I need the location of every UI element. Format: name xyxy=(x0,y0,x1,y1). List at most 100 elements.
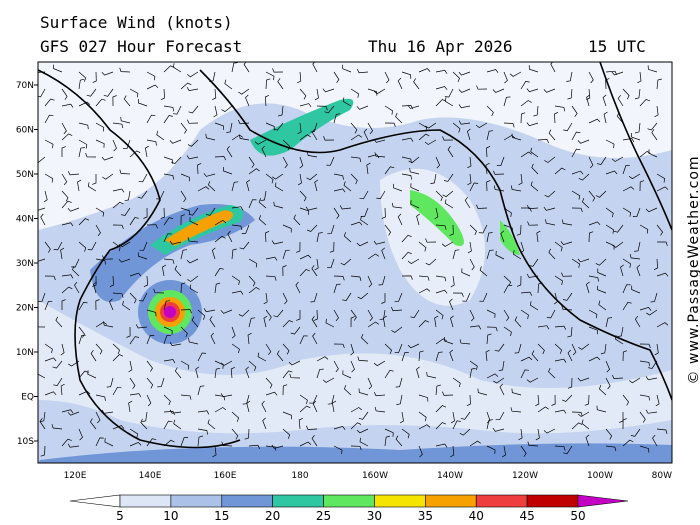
wind-barb xyxy=(180,360,190,370)
wind-barb xyxy=(486,326,498,332)
wind-barb xyxy=(622,138,635,143)
wind-barb xyxy=(78,139,88,149)
wind-barb xyxy=(537,343,545,355)
wind-barb xyxy=(537,139,550,144)
wind-barb xyxy=(90,349,97,362)
wind-barb xyxy=(602,94,607,107)
wind-barb xyxy=(395,112,403,124)
wind-barb xyxy=(44,357,57,362)
wind-barb xyxy=(237,119,250,125)
wind-barb xyxy=(146,438,157,447)
wind-barb xyxy=(128,360,133,373)
colorbar-label: 10 xyxy=(163,509,178,523)
wind-barb xyxy=(121,207,131,216)
wind-barb xyxy=(322,377,335,383)
wind-barb xyxy=(119,169,131,175)
wind-barb xyxy=(248,156,255,168)
wind-barb xyxy=(653,258,658,271)
wind-barb xyxy=(407,104,420,109)
wind-barb xyxy=(278,105,284,117)
wind-barb xyxy=(95,122,105,132)
wind-barb xyxy=(442,190,454,198)
wind-barb xyxy=(78,147,85,158)
wind-barb xyxy=(357,292,369,300)
wind-barb xyxy=(163,300,171,311)
wind-barb xyxy=(282,370,293,379)
wind-barb xyxy=(588,221,601,226)
wind-barb xyxy=(290,326,301,335)
wind-barb xyxy=(634,88,641,100)
wind-barb xyxy=(248,258,258,268)
wind-barb xyxy=(358,388,369,396)
wind-barb xyxy=(605,360,611,373)
wind-barb xyxy=(656,173,666,183)
colorbar-segment xyxy=(272,494,324,508)
wind-barb xyxy=(333,309,339,322)
wind-barb xyxy=(343,232,352,243)
wind-barb xyxy=(527,441,539,447)
wind-barb xyxy=(263,292,268,305)
wind-barb xyxy=(458,104,471,109)
wind-barb xyxy=(622,418,627,430)
wind-barb xyxy=(651,129,658,141)
wind-barb xyxy=(146,114,156,124)
wind-barb xyxy=(53,377,63,386)
wind-barb xyxy=(95,207,105,217)
wind-barb xyxy=(340,258,352,266)
wind-barb xyxy=(186,87,199,91)
wind-barb xyxy=(282,292,288,305)
wind-barb xyxy=(435,405,447,413)
wind-barb xyxy=(333,343,345,349)
wind-barb xyxy=(350,88,359,98)
wind-barb xyxy=(311,315,318,328)
wind-barb xyxy=(188,337,199,345)
wind-barb xyxy=(367,154,380,159)
wind-barb xyxy=(571,422,583,430)
colorbar-segment xyxy=(374,494,426,508)
wind-barb xyxy=(78,71,87,82)
wind-barb xyxy=(261,400,267,413)
wind-barb xyxy=(435,443,448,448)
wind-barb xyxy=(399,411,404,424)
wind-barb xyxy=(418,445,423,458)
wind-barb xyxy=(418,68,431,73)
wind-barb xyxy=(312,332,318,345)
wind-barb xyxy=(503,207,512,217)
wind-barb xyxy=(520,356,533,362)
wind-barb xyxy=(516,224,522,236)
wind-barb xyxy=(628,377,641,384)
wind-barb xyxy=(214,367,221,379)
wind-barb xyxy=(226,145,233,158)
wind-barb xyxy=(639,306,652,311)
wind-barb xyxy=(186,258,199,264)
wind-barb xyxy=(571,343,577,356)
wind-barb xyxy=(485,349,490,362)
wind-barb xyxy=(435,309,444,320)
wind-barb xyxy=(537,406,549,413)
wind-barb xyxy=(486,180,491,192)
wind-barb xyxy=(140,418,148,430)
wind-barb xyxy=(265,71,275,81)
wind-barb xyxy=(401,173,412,180)
wind-barb xyxy=(195,366,200,379)
wind-barb xyxy=(78,428,83,441)
wind-barb xyxy=(441,241,454,247)
wind-barb xyxy=(567,349,573,362)
wind-barb xyxy=(306,224,318,232)
wind-barb xyxy=(630,428,641,437)
wind-barb xyxy=(309,394,318,404)
forecast-date: Thu 16 Apr 2026 xyxy=(368,37,513,56)
longitude-label: 160E xyxy=(214,471,237,481)
wind-barb xyxy=(566,71,573,82)
wind-barb xyxy=(137,190,148,199)
wind-barb xyxy=(634,315,641,328)
colorbar-label: 35 xyxy=(418,509,433,523)
wind-barb xyxy=(376,190,386,200)
wind-barb xyxy=(605,70,618,75)
wind-barb xyxy=(401,275,413,280)
wind-barb xyxy=(350,316,355,328)
wind-barb xyxy=(366,162,371,175)
wind-barb xyxy=(467,241,472,254)
wind-barb xyxy=(146,360,153,372)
wind-barb xyxy=(401,428,410,439)
